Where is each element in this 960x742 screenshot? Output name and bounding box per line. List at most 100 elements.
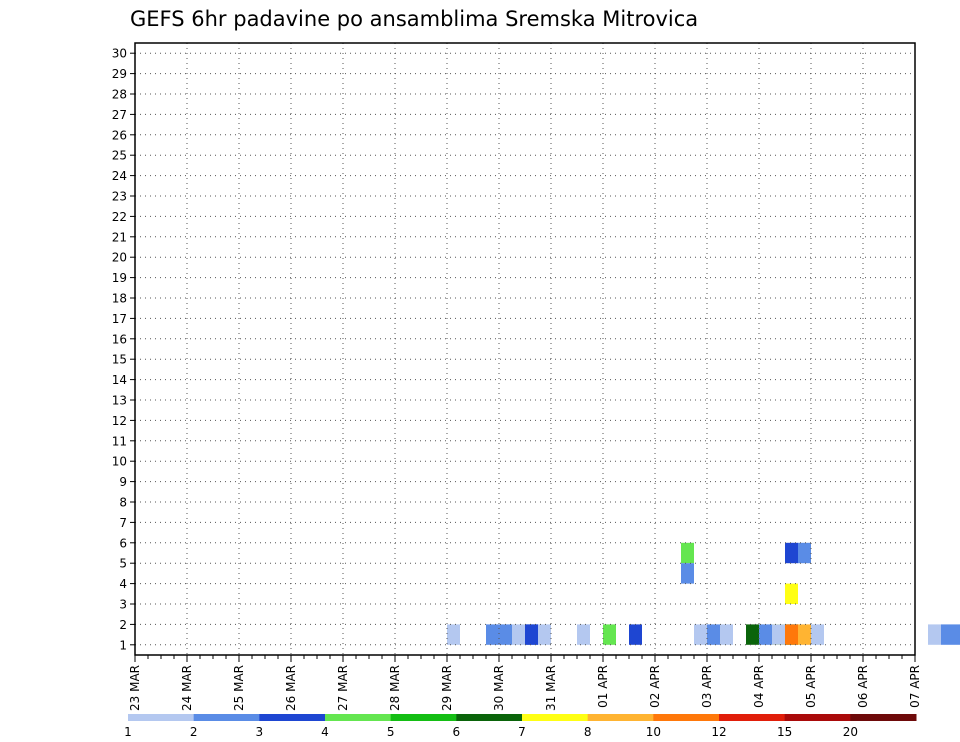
heatmap-cell (811, 624, 824, 645)
colorbar-label: 15 (777, 725, 792, 739)
y-tick-label: 3 (119, 598, 127, 612)
x-tick-label: 25 MAR (232, 665, 246, 711)
y-tick-label: 18 (112, 292, 127, 306)
x-tick-label: 29 MAR (440, 665, 454, 711)
colorbar-label: 12 (711, 725, 726, 739)
colorbar-swatch (128, 714, 195, 721)
colorbar-swatch (259, 714, 326, 721)
y-tick-label: 4 (119, 577, 127, 591)
colorbar-swatch (784, 714, 851, 721)
colorbar-swatch (193, 714, 260, 721)
y-tick-label: 17 (112, 312, 127, 326)
heatmap-cell (798, 624, 811, 645)
colorbar-swatch (522, 714, 589, 721)
y-tick-label: 12 (112, 414, 127, 428)
heatmap-cell (746, 624, 759, 645)
y-tick-label: 20 (112, 251, 127, 265)
y-tick-label: 14 (112, 373, 127, 387)
heatmap-cell (525, 624, 538, 645)
colorbar-swatch (325, 714, 392, 721)
y-tick-label: 11 (112, 434, 127, 448)
heatmap-cell (785, 624, 798, 645)
heatmap-cell (681, 563, 694, 584)
x-tick-label: 26 MAR (284, 665, 298, 711)
colorbar-label: 3 (256, 725, 264, 739)
colorbar-label: 2 (190, 725, 198, 739)
colorbar-label: 8 (584, 725, 592, 739)
x-tick-label: 24 MAR (180, 665, 194, 711)
y-tick-label: 15 (112, 353, 127, 367)
y-tick-label: 24 (112, 169, 127, 183)
x-tick-label: 03 APR (700, 665, 714, 708)
y-tick-label: 1 (119, 638, 127, 652)
y-tick-label: 19 (112, 271, 127, 285)
colorbar-swatch (850, 714, 917, 721)
heatmap-cell (707, 624, 720, 645)
heatmap-cell (447, 624, 460, 645)
y-tick-label: 8 (119, 496, 127, 510)
y-tick-label: 13 (112, 394, 127, 408)
heatmap-cell (577, 624, 590, 645)
colorbar-swatch (587, 714, 654, 721)
heatmap-cell (785, 583, 798, 604)
x-tick-label: 06 APR (856, 665, 870, 708)
x-tick-label: 31 MAR (544, 665, 558, 711)
heatmap-cell (538, 624, 551, 645)
heatmap-cell (941, 624, 954, 645)
colorbar-swatch (719, 714, 786, 721)
heatmap-cell (759, 624, 772, 645)
colorbar-label: 4 (321, 725, 329, 739)
colorbar-label: 5 (387, 725, 395, 739)
x-tick-label: 30 MAR (492, 665, 506, 711)
heatmap-cells (447, 542, 960, 645)
x-tick-label: 02 APR (648, 665, 662, 708)
y-tick-label: 5 (119, 557, 127, 571)
colorbar-swatch (653, 714, 720, 721)
heatmap-cell (629, 624, 642, 645)
y-tick-label: 26 (112, 128, 127, 142)
y-tick-label: 2 (119, 618, 127, 632)
x-tick-label: 04 APR (752, 665, 766, 708)
heatmap-cell (603, 624, 616, 645)
colorbar-swatch (456, 714, 523, 721)
heatmap-cell (928, 624, 941, 645)
heatmap-cell (681, 542, 694, 564)
heatmap-cell (785, 542, 798, 564)
x-tick-label: 05 APR (804, 665, 818, 708)
y-tick-label: 16 (112, 332, 127, 346)
x-tick-label: 07 APR (908, 665, 922, 708)
colorbar-label: 1 (124, 725, 132, 739)
y-tick-label: 29 (112, 67, 127, 81)
colorbar-swatch (390, 714, 457, 721)
y-tick-label: 28 (112, 88, 127, 102)
colorbar-label: 20 (843, 725, 858, 739)
y-tick-label: 21 (112, 230, 127, 244)
colorbar-label: 7 (518, 725, 526, 739)
heatmap-cell (720, 624, 733, 645)
colorbar-label: 10 (646, 725, 661, 739)
x-axis: 23 MAR 24 MAR 25 MAR 26 MAR 27 MAR 28 MAR 29 M… (128, 655, 922, 711)
heatmap-cell (954, 624, 960, 645)
y-tick-label: 23 (112, 190, 127, 204)
x-tick-label: 01 APR (596, 665, 610, 708)
heatmap-cell (798, 542, 811, 564)
y-axis: 1234567891011121314151617181920212223242… (112, 47, 135, 652)
x-tick-label: 27 MAR (336, 665, 350, 711)
x-tick-label: 23 MAR (128, 665, 142, 711)
grid-lines (135, 43, 915, 655)
y-tick-label: 7 (119, 516, 127, 530)
heatmap-cell (499, 624, 512, 645)
heatmap-cell (512, 624, 525, 645)
y-tick-label: 22 (112, 210, 127, 224)
heatmap-cell (694, 624, 707, 645)
y-tick-label: 30 (112, 47, 127, 61)
heatmap-cell (772, 624, 785, 645)
x-tick-label: 28 MAR (388, 665, 402, 711)
y-tick-label: 10 (112, 455, 127, 469)
y-tick-label: 9 (119, 475, 127, 489)
heatmap-cell (486, 624, 499, 645)
y-tick-label: 27 (112, 108, 127, 122)
chart-title: GEFS 6hr padavine po ansamblima Sremska … (130, 7, 698, 31)
y-tick-label: 6 (119, 536, 127, 550)
